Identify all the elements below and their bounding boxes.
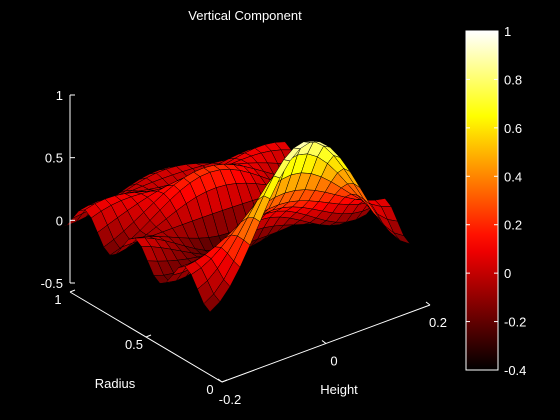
colorbar-gradient [465, 30, 499, 371]
colorbar-tick-label: -0.2 [504, 315, 526, 330]
colorbar-tick-label: 0.8 [504, 72, 522, 87]
y-tick-label: 0.5 [125, 337, 143, 352]
z-tick-label: 0.5 [45, 151, 63, 166]
colorbar-tick-label: 0 [504, 266, 511, 281]
y-axis-label: Radius [95, 376, 136, 391]
colorbar-tick-label: -0.4 [504, 363, 526, 378]
colorbar-tick-label: 1 [504, 24, 511, 39]
surface-patch [393, 232, 411, 245]
surface-plot [59, 140, 411, 313]
axes: -0.5 0 0.5 1 0 0.5 1 -0.2 0 0.2 [41, 88, 447, 407]
z-tick-label: 1 [56, 88, 63, 103]
y-tick [69, 289, 76, 293]
y-tick-label: 1 [54, 292, 61, 307]
x-tick [217, 378, 223, 383]
y-tick-label: 0 [206, 382, 213, 397]
colorbar-tick-label: 0.6 [504, 121, 522, 136]
x-tick-label: -0.2 [219, 392, 241, 407]
chart-title: Vertical Component [188, 8, 302, 23]
colorbar-tick-label: 0.4 [504, 169, 522, 184]
x-tick-label: 0.2 [429, 315, 447, 330]
x-tick [321, 340, 327, 344]
y-tick [145, 334, 152, 338]
colorbar-tick-label: 0.2 [504, 218, 522, 233]
z-tick-label: 0 [56, 213, 63, 228]
colorbar: -0.4 -0.2 0 0.2 0.4 0.6 0.8 1 [465, 24, 526, 378]
x-tick-label: 0 [330, 354, 337, 369]
x-tick [425, 301, 431, 306]
z-tick-label: -0.5 [41, 276, 63, 291]
x-axis-label: Height [320, 382, 358, 397]
